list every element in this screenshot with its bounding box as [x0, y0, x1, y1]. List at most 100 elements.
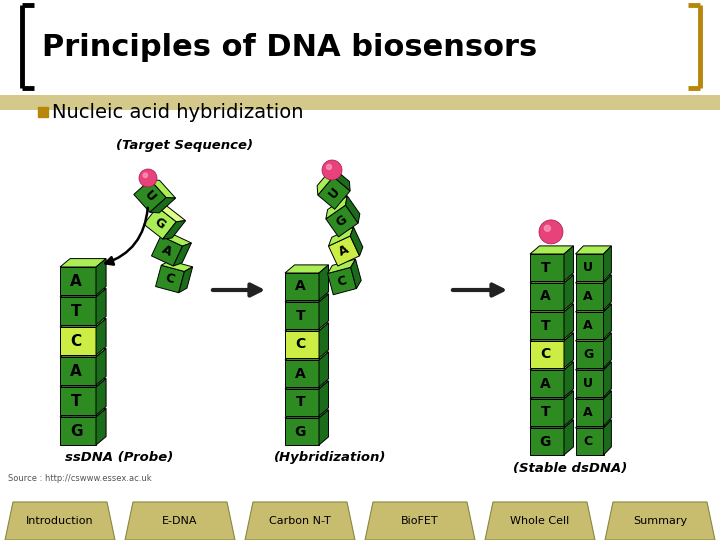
Polygon shape — [575, 246, 611, 254]
Polygon shape — [60, 319, 106, 327]
Polygon shape — [60, 387, 96, 415]
Polygon shape — [351, 259, 361, 288]
Text: U: U — [326, 185, 342, 201]
Text: T: T — [71, 394, 81, 408]
Text: Carbon N-T: Carbon N-T — [269, 516, 331, 526]
Polygon shape — [285, 389, 319, 416]
Polygon shape — [161, 233, 192, 246]
Text: A: A — [540, 376, 551, 390]
Polygon shape — [328, 236, 359, 266]
Polygon shape — [60, 349, 106, 357]
Polygon shape — [285, 352, 328, 360]
Polygon shape — [163, 221, 186, 239]
Polygon shape — [285, 273, 319, 300]
Polygon shape — [575, 254, 603, 281]
Polygon shape — [530, 428, 564, 455]
Polygon shape — [530, 275, 574, 283]
Polygon shape — [326, 196, 347, 219]
Polygon shape — [245, 502, 355, 540]
Text: (Hybridization): (Hybridization) — [274, 451, 386, 464]
Polygon shape — [60, 267, 96, 295]
Circle shape — [544, 225, 550, 231]
Polygon shape — [319, 323, 328, 358]
Polygon shape — [319, 381, 328, 416]
Text: Summary: Summary — [633, 516, 687, 526]
Text: A: A — [71, 273, 82, 288]
Bar — [38, 107, 48, 117]
Polygon shape — [60, 288, 106, 297]
Polygon shape — [96, 288, 106, 325]
Polygon shape — [346, 196, 360, 223]
Text: U: U — [583, 261, 593, 274]
Polygon shape — [156, 265, 184, 293]
Text: Nucleic acid hybridization: Nucleic acid hybridization — [52, 103, 304, 122]
Polygon shape — [530, 370, 564, 397]
Text: (Stable dsDNA): (Stable dsDNA) — [513, 462, 627, 475]
Polygon shape — [575, 304, 611, 312]
Polygon shape — [605, 502, 715, 540]
Polygon shape — [60, 357, 96, 385]
Polygon shape — [60, 379, 106, 387]
Polygon shape — [96, 349, 106, 385]
Polygon shape — [285, 294, 328, 302]
Polygon shape — [564, 333, 574, 368]
Text: T: T — [541, 319, 550, 333]
Polygon shape — [125, 502, 235, 540]
Text: C: C — [583, 435, 593, 448]
Polygon shape — [530, 333, 574, 341]
Polygon shape — [96, 379, 106, 415]
Text: U: U — [142, 188, 158, 204]
Polygon shape — [318, 177, 350, 210]
Text: A: A — [583, 406, 593, 419]
Circle shape — [326, 165, 331, 170]
Polygon shape — [319, 294, 328, 329]
Circle shape — [322, 160, 342, 180]
Polygon shape — [60, 327, 96, 355]
Text: A: A — [583, 319, 593, 332]
Polygon shape — [575, 275, 611, 283]
Polygon shape — [564, 420, 574, 455]
Polygon shape — [564, 391, 574, 426]
Text: C: C — [71, 334, 82, 348]
Polygon shape — [179, 267, 193, 293]
Polygon shape — [530, 283, 564, 310]
Text: T: T — [541, 406, 550, 420]
Text: T: T — [71, 303, 81, 319]
Text: U: U — [583, 377, 593, 390]
Polygon shape — [603, 246, 611, 281]
Polygon shape — [285, 302, 319, 329]
Circle shape — [143, 173, 148, 178]
Polygon shape — [285, 331, 319, 358]
Polygon shape — [575, 312, 603, 339]
Text: A: A — [583, 290, 593, 303]
Text: A: A — [295, 367, 306, 381]
Polygon shape — [564, 275, 574, 310]
Polygon shape — [174, 243, 192, 266]
Polygon shape — [530, 246, 574, 254]
Polygon shape — [319, 410, 328, 445]
Polygon shape — [328, 259, 356, 273]
Polygon shape — [285, 360, 319, 387]
Polygon shape — [157, 206, 186, 222]
Polygon shape — [319, 352, 328, 387]
Polygon shape — [5, 502, 115, 540]
Polygon shape — [328, 267, 356, 295]
Circle shape — [139, 169, 157, 187]
Text: BioFET: BioFET — [401, 516, 438, 526]
Polygon shape — [575, 370, 603, 397]
Polygon shape — [60, 297, 96, 325]
Polygon shape — [575, 341, 603, 368]
Text: T: T — [295, 308, 305, 322]
Text: C: C — [164, 272, 176, 286]
Text: G: G — [152, 215, 168, 231]
Polygon shape — [530, 341, 564, 368]
Text: ssDNA (Probe): ssDNA (Probe) — [65, 451, 174, 464]
Text: A: A — [71, 363, 82, 379]
Polygon shape — [530, 254, 564, 281]
Polygon shape — [603, 275, 611, 310]
Polygon shape — [96, 319, 106, 355]
Polygon shape — [575, 362, 611, 370]
Text: (Target Sequence): (Target Sequence) — [117, 139, 253, 152]
Polygon shape — [150, 198, 176, 213]
Polygon shape — [485, 502, 595, 540]
